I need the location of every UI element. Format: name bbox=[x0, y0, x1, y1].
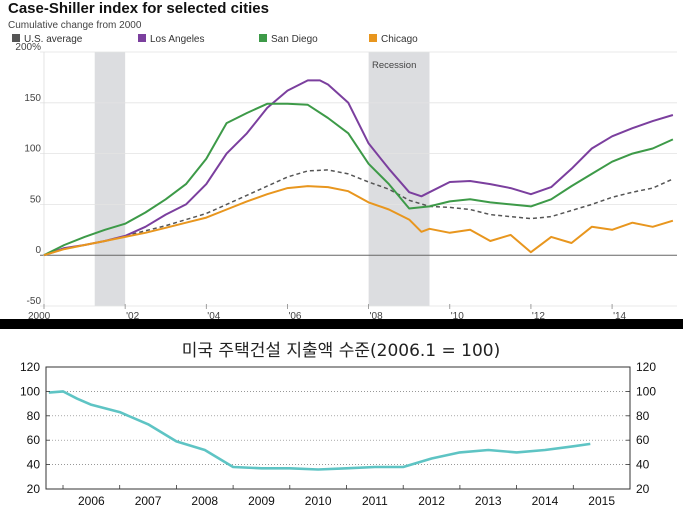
legend-swatch-3 bbox=[369, 34, 377, 42]
bottom-y-tick-label-right-4: 40 bbox=[636, 458, 650, 472]
top-chart-legend: U.S. average Los Angeles San Diego Chicago bbox=[12, 34, 418, 45]
separator-band bbox=[0, 319, 683, 329]
y-tick-label-5: -50 bbox=[27, 296, 42, 307]
top-y-ticks: 200% 150 100 50 0 -50 bbox=[15, 42, 41, 307]
bottom-grid bbox=[46, 391, 630, 465]
legend-label-3: Chicago bbox=[381, 34, 418, 45]
bottom-chart: 미국 주택건설 지출액 수준(2006.1 = 100) 120 100 80 60 4… bbox=[20, 341, 656, 508]
bottom-x-tick-label-6: 2012 bbox=[418, 494, 445, 508]
bottom-x-tick-label-5: 2011 bbox=[362, 494, 388, 508]
bottom-x-tick-label-2: 2008 bbox=[191, 494, 218, 508]
bottom-y-tick-label-left-0: 120 bbox=[20, 360, 40, 374]
legend-swatch-2 bbox=[259, 34, 267, 42]
legend-label-0: U.S. average bbox=[24, 34, 83, 45]
legend-swatch-0 bbox=[12, 34, 20, 42]
bottom-y-tick-label-left-3: 60 bbox=[27, 433, 41, 447]
top-series bbox=[43, 79, 674, 257]
bottom-y-tick-label-right-1: 100 bbox=[636, 384, 656, 398]
x-tick-label-3: '06 bbox=[288, 311, 301, 322]
bottom-y-tick-label-left-2: 80 bbox=[27, 409, 41, 423]
bottom-x-tick-label-1: 2007 bbox=[135, 494, 162, 508]
top-chart: Case-Shiller index for selected cities C… bbox=[8, 0, 677, 322]
bottom-y-ticks-right: 120 100 80 60 40 20 bbox=[626, 360, 656, 496]
bottom-y-tick-label-right-5: 20 bbox=[636, 482, 650, 496]
series-line-los-angeles bbox=[43, 79, 674, 257]
bottom-x-ticks: 2006 2007 2008 2009 2010 2011 2012 2013 2014 2015 bbox=[62, 485, 615, 508]
x-tick-label-4: '08 bbox=[370, 311, 383, 322]
legend-label-2: San Diego bbox=[271, 34, 318, 45]
bottom-y-tick-label-left-5: 20 bbox=[27, 482, 41, 496]
y-tick-label-3: 50 bbox=[30, 194, 42, 205]
y-tick-label-2: 100 bbox=[24, 144, 41, 155]
bottom-x-tick-label-4: 2010 bbox=[305, 494, 332, 508]
bottom-x-tick-label-7: 2013 bbox=[475, 494, 502, 508]
series-line-san-diego bbox=[43, 102, 674, 257]
bottom-x-tick-label-8: 2014 bbox=[532, 494, 559, 508]
recession-band-0 bbox=[94, 52, 126, 306]
recession-annotation: Recession bbox=[372, 60, 416, 71]
bottom-y-ticks-left: 120 100 80 60 40 20 bbox=[20, 360, 50, 496]
series-line-u-s-average bbox=[43, 169, 674, 256]
series-line-chicago bbox=[43, 185, 674, 257]
y-tick-label-1: 150 bbox=[24, 93, 41, 104]
x-tick-label-5: '10 bbox=[451, 311, 464, 322]
bottom-plot-frame bbox=[45, 366, 631, 490]
bottom-x-tick-label-0: 2006 bbox=[78, 494, 105, 508]
recession-shading bbox=[94, 52, 430, 306]
top-chart-subtitle: Cumulative change from 2000 bbox=[8, 20, 142, 31]
legend-label-1: Los Angeles bbox=[150, 34, 205, 45]
legend-swatch-1 bbox=[138, 34, 146, 42]
bottom-y-tick-label-left-4: 40 bbox=[27, 458, 41, 472]
x-tick-label-0: 2000 bbox=[28, 311, 51, 322]
x-tick-label-2: '04 bbox=[207, 311, 220, 322]
top-chart-title: Case-Shiller index for selected cities bbox=[8, 0, 269, 17]
bottom-y-tick-label-left-1: 100 bbox=[20, 384, 40, 398]
bottom-y-tick-label-right-0: 120 bbox=[636, 360, 656, 374]
x-tick-label-1: '02 bbox=[126, 311, 139, 322]
bottom-y-tick-label-right-3: 60 bbox=[636, 433, 650, 447]
top-x-ticks: 2000 '02 '04 '06 '08 '10 '12 '14 bbox=[28, 304, 627, 322]
bottom-x-tick-label-3: 2009 bbox=[248, 494, 275, 508]
y-tick-label-0: 200% bbox=[15, 42, 41, 53]
bottom-series bbox=[48, 390, 591, 471]
bottom-x-tick-label-9: 2015 bbox=[588, 494, 615, 508]
y-tick-label-4: 0 bbox=[35, 245, 41, 256]
bottom-chart-title: 미국 주택건설 지출액 수준(2006.1 = 100) bbox=[182, 341, 501, 361]
bottom-series-line-0 bbox=[48, 390, 591, 471]
bottom-y-tick-label-right-2: 80 bbox=[636, 409, 650, 423]
top-grid bbox=[40, 51, 677, 307]
x-tick-label-6: '12 bbox=[532, 311, 545, 322]
x-tick-label-7: '14 bbox=[613, 311, 626, 322]
